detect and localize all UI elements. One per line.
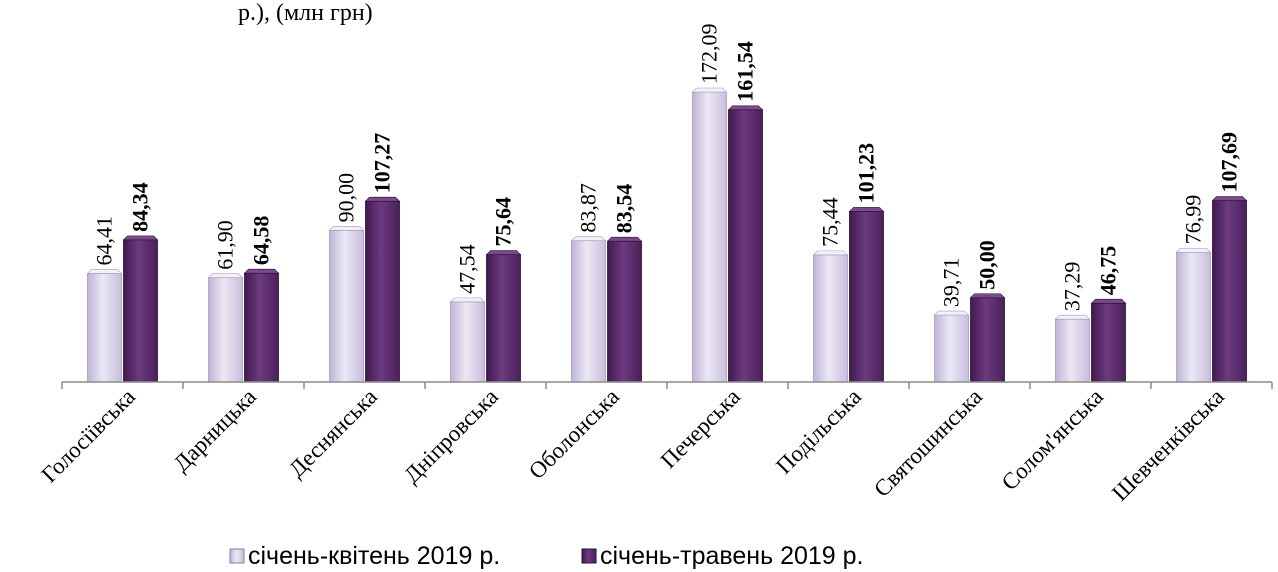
category-label: Солом'янська [997,384,1108,495]
bar-jan-may [365,200,400,383]
bar-jan-may [849,211,884,383]
bar-jan-may-top [606,236,643,242]
value-label-jan-apr: 64,41 [92,216,117,266]
legend-jan-may-swatch [581,548,597,564]
bar-jan-may [1091,302,1126,383]
value-label-jan-may: 107,69 [1217,132,1242,193]
bar-jan-may [1212,200,1247,383]
category-label: Оболонська [524,384,624,484]
category-label: Печерська [656,384,745,473]
bar-jan-apr-top [691,87,728,93]
bar-jan-apr [329,229,364,383]
bar-jan-apr [1176,251,1211,383]
value-label-jan-apr: 47,54 [455,244,480,294]
value-label-jan-may: 46,75 [1096,246,1121,296]
bar-jan-may [607,240,642,383]
bar-jan-apr-top [86,269,123,274]
category-label: Деснянська [284,384,382,482]
legend-jan-apr-label: січень-квітень 2019 р. [248,542,500,570]
category-label: Голосіївська [36,384,140,488]
bar-jan-may [486,254,521,383]
value-label-jan-apr: 76,99 [1181,195,1206,245]
bar-jan-may-top [1090,298,1127,304]
bar-jan-apr-top [207,273,244,278]
bar-jan-apr-top [570,236,607,241]
bar-jan-may-top [122,235,159,241]
bar-jan-apr [692,91,727,383]
value-label-jan-apr: 39,71 [939,258,964,308]
bar-jan-apr-top [328,226,365,231]
bar-jan-apr [934,314,969,383]
bar-jan-may-top [485,250,522,255]
bar-jan-may-top [969,293,1006,299]
bar-jan-may [970,297,1005,383]
value-label-jan-apr: 90,00 [334,173,359,223]
legend: січень-квітень 2019 р. січень-травень 201… [229,542,864,570]
value-label-jan-apr: 83,87 [576,183,601,233]
bar-jan-may-top [727,105,764,111]
bar-jan-apr [571,240,606,383]
bar-jan-may [123,239,158,383]
top-text-fragment: р.), (млн грн) [238,0,373,26]
value-label-jan-apr: 75,44 [818,197,843,247]
value-label-jan-may: 64,58 [249,216,274,266]
category-labels-group: Голосіївська Дарницька Деснянська Дніпровсь… [36,384,1229,506]
value-label-jan-may: 107,27 [370,133,395,194]
bar-jan-apr [208,277,243,383]
bar-jan-may-top [243,268,280,274]
bar-jan-apr-top [1054,314,1091,320]
bar-jan-apr [813,254,848,383]
bar-jan-may-top [1211,196,1248,201]
bar-jan-apr-top [449,297,486,303]
category-label: Подільська [771,384,866,479]
value-label-jan-may: 84,34 [128,182,153,232]
bars-group [86,87,1248,383]
value-label-jan-apr: 172,09 [697,24,722,85]
value-label-jan-may: 83,54 [612,184,637,234]
bar-jan-apr [450,301,485,383]
bar-jan-apr-top [812,250,849,256]
legend-jan-apr-swatch [229,548,245,564]
legend-jan-may-label: січень-травень 2019 р. [600,542,864,570]
bar-jan-apr [87,273,122,383]
bar-jan-apr-top [1175,247,1212,253]
bar-jan-apr [1055,318,1090,383]
value-label-jan-may: 75,64 [491,197,516,247]
value-label-jan-may: 161,54 [733,41,758,102]
value-label-jan-apr: 37,29 [1060,262,1085,312]
bar-jan-may [728,109,763,383]
category-label: Шевченківська [1107,384,1229,506]
bar-jan-may-top [848,207,885,212]
bar-jan-may [244,272,279,383]
x-axis-ticks [61,382,1273,389]
value-labels-group: 64,41 84,34 61,90 64,58 90,00 107,27 47,54 75,6… [92,24,1242,312]
value-label-jan-may: 101,23 [854,143,879,204]
category-label: Дарницька [169,384,262,477]
bar-jan-apr-top [933,310,970,316]
category-label: Дніпровська [399,384,503,488]
category-label: Святошинська [869,384,987,502]
value-label-jan-may: 50,00 [975,240,1000,290]
bar-jan-may-top [364,196,401,202]
value-label-jan-apr: 61,90 [213,220,238,270]
